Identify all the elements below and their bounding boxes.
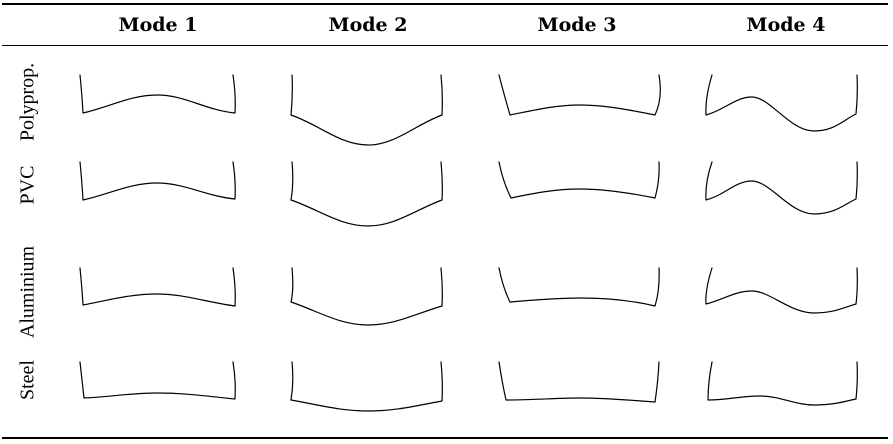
mode-shape-polyprop-mode-3 xyxy=(498,74,661,116)
column-header-mode-1: Mode 1 xyxy=(118,14,198,36)
mode-shape-pvc-mode-3 xyxy=(498,161,660,199)
column-header-mode-3: Mode 3 xyxy=(537,14,617,36)
column-header-mode-4: Mode 4 xyxy=(746,14,826,36)
mode-shape-aluminium-mode-1 xyxy=(79,267,236,307)
mode-shape-steel-mode-2 xyxy=(290,361,443,412)
mode-shape-aluminium-mode-2 xyxy=(290,267,443,326)
mode-shape-aluminium-mode-3 xyxy=(498,267,660,307)
mode-shape-polyprop-mode-1 xyxy=(79,74,236,114)
column-header-mode-2: Mode 2 xyxy=(328,14,408,36)
mode-shape-steel-mode-4 xyxy=(707,361,858,406)
mode-shape-pvc-mode-4 xyxy=(705,161,858,215)
table-bottom-rule xyxy=(2,437,888,439)
mode-shape-steel-mode-1 xyxy=(79,361,236,400)
mode-shape-aluminium-mode-4 xyxy=(705,267,858,314)
mode-shape-steel-mode-3 xyxy=(498,361,660,403)
table-top-rule xyxy=(2,3,888,5)
mode-shape-polyprop-mode-4 xyxy=(705,74,858,132)
mode-shape-pvc-mode-2 xyxy=(290,161,443,227)
mode-shape-polyprop-mode-2 xyxy=(290,74,443,146)
table-header-rule xyxy=(2,45,888,46)
mode-shape-pvc-mode-1 xyxy=(79,161,236,201)
